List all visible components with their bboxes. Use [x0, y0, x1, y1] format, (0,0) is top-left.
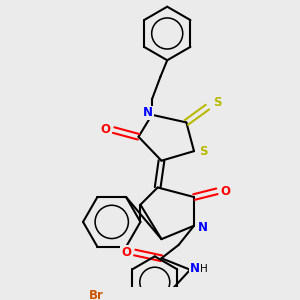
Text: N: N [143, 106, 153, 119]
Text: H: H [200, 264, 207, 274]
Text: O: O [121, 246, 131, 259]
Text: N: N [198, 221, 208, 234]
Text: N: N [190, 262, 200, 275]
Text: S: S [199, 145, 208, 158]
Text: O: O [220, 185, 231, 198]
Text: O: O [100, 123, 110, 136]
Text: Br: Br [88, 289, 104, 300]
Text: S: S [213, 96, 221, 109]
